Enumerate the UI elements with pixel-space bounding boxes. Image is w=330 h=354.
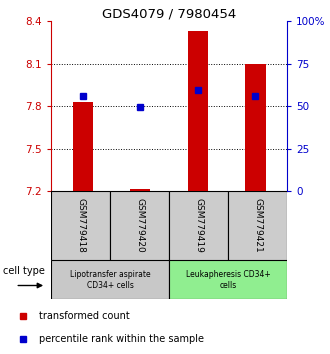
Text: cell type: cell type — [3, 266, 45, 276]
Bar — [51, 260, 169, 299]
Text: percentile rank within the sample: percentile rank within the sample — [39, 334, 204, 344]
Bar — [169, 260, 287, 299]
Bar — [188, 31, 208, 191]
Bar — [228, 191, 287, 260]
Text: GSM779421: GSM779421 — [253, 198, 262, 253]
Bar — [169, 191, 228, 260]
Bar — [73, 102, 93, 191]
Text: Lipotransfer aspirate
CD34+ cells: Lipotransfer aspirate CD34+ cells — [70, 270, 150, 290]
Bar — [51, 191, 110, 260]
Text: GSM779419: GSM779419 — [194, 198, 203, 253]
Bar — [246, 64, 266, 191]
Bar — [110, 191, 169, 260]
Text: GSM779418: GSM779418 — [76, 198, 85, 253]
Text: Leukapheresis CD34+
cells: Leukapheresis CD34+ cells — [186, 270, 271, 290]
Text: transformed count: transformed count — [39, 311, 129, 321]
Text: GSM779420: GSM779420 — [135, 198, 144, 253]
Title: GDS4079 / 7980454: GDS4079 / 7980454 — [102, 7, 236, 20]
Bar — [130, 189, 150, 191]
